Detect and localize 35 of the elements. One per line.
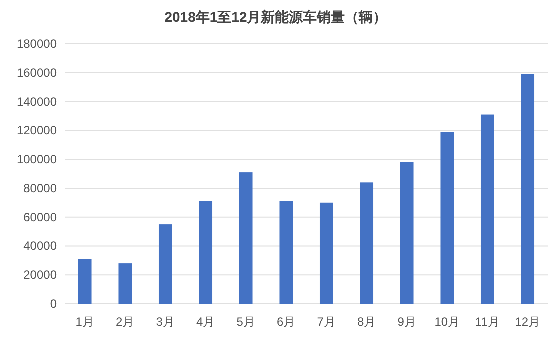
- y-tick-label: 140000: [16, 94, 58, 109]
- bar: [158, 224, 172, 304]
- y-tick-label: 80000: [24, 181, 58, 196]
- chart-title: 2018年1至12月新能源车销量（辆）: [164, 9, 388, 25]
- bar: [480, 114, 494, 304]
- y-tick-label: 0: [50, 297, 58, 311]
- x-tick-label: 11月: [475, 315, 500, 329]
- x-tick-label: 5月: [236, 315, 256, 329]
- x-tick-label: 8月: [358, 315, 376, 329]
- y-tick-label: 20000: [24, 268, 58, 282]
- x-tick-label: 9月: [398, 315, 416, 329]
- y-tick-label: 100000: [16, 152, 58, 167]
- x-tick-label: 6月: [277, 315, 296, 329]
- bar: [320, 202, 334, 304]
- bar: [360, 182, 374, 304]
- x-tick-label: 7月: [317, 315, 336, 329]
- x-tick-label: 4月: [196, 315, 216, 329]
- bar: [199, 201, 213, 304]
- y-tick-label: 180000: [16, 37, 58, 51]
- y-tick-label: 40000: [24, 239, 58, 254]
- bar: [78, 259, 92, 304]
- x-tick-label: 10月: [434, 315, 460, 329]
- x-tick-label: 2月: [116, 315, 135, 329]
- x-tick-label: 12月: [515, 315, 541, 329]
- bar: [239, 172, 253, 304]
- y-tick-label: 60000: [24, 210, 58, 224]
- x-tick-label: 1月: [76, 315, 94, 329]
- bar: [440, 132, 454, 304]
- y-tick-label: 160000: [16, 66, 58, 80]
- bar: [118, 264, 132, 304]
- bar: [280, 201, 294, 304]
- bar: [400, 162, 414, 304]
- x-tick-label: 3月: [156, 315, 175, 329]
- y-tick-label: 120000: [16, 124, 58, 138]
- bar: [521, 74, 535, 304]
